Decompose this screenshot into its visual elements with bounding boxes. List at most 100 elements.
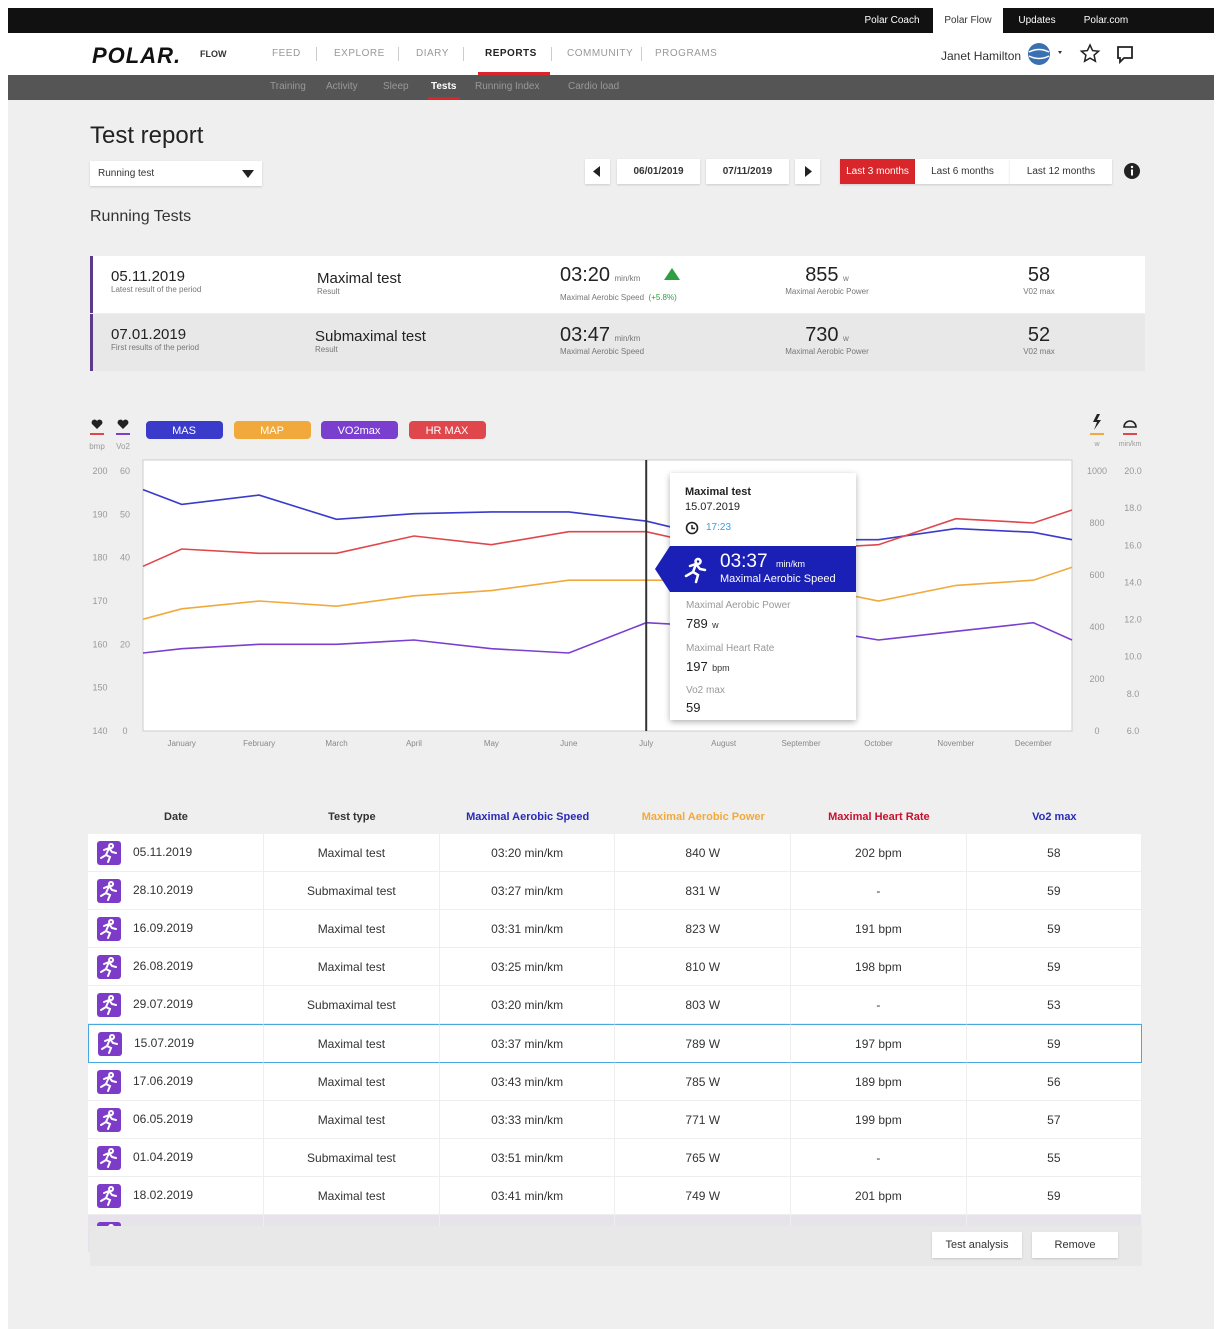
series-toggle[interactable] — [146, 421, 223, 439]
star-icon[interactable] — [1079, 43, 1101, 63]
range-button[interactable]: Last 12 months — [1010, 159, 1112, 184]
next-arrow — [805, 166, 812, 177]
nav-item[interactable]: PROGRAMS — [655, 48, 718, 59]
cell-text: 05.11.2019 — [133, 844, 193, 859]
top-link[interactable]: Updates — [1018, 15, 1056, 26]
tooltip-hr: 197 — [686, 659, 708, 674]
summary-power-label: Maximal Aerobic Power — [785, 347, 869, 356]
test-analysis-button[interactable]: Test analysis — [932, 1232, 1022, 1258]
tooltip-vo2: 59 — [686, 700, 701, 715]
sub-nav: Training Activity Sleep Tests Running In… — [8, 75, 1214, 100]
y-tick-label: 6.0 — [1127, 726, 1140, 736]
cell-text: 59 — [1047, 959, 1061, 974]
tooltip: Maximal test 15.07.2019 17:23 03:37 min/… — [655, 473, 856, 720]
caret[interactable] — [1058, 51, 1062, 54]
summary-power: 855 — [805, 264, 839, 286]
table-row[interactable]: 28.10.2019 Submaximal test 03:27 min/km 831… — [88, 872, 1142, 910]
test-select[interactable]: Running test — [90, 161, 262, 186]
y-tick-label: 180 — [92, 553, 107, 563]
summary-test-note: Result — [317, 287, 340, 296]
cell-text: 06.05.2019 — [133, 1111, 194, 1126]
table-row[interactable]: 06.05.2019 Maximal test 03:33 min/km 771 W 1… — [88, 1101, 1142, 1139]
x-tick-label: August — [711, 739, 737, 748]
cell-text: Maximal test — [317, 1112, 386, 1127]
x-tick-label: April — [406, 739, 422, 748]
cell-text: 789 W — [685, 1036, 721, 1051]
sub-nav-item[interactable]: Cardio load — [568, 81, 620, 92]
table-cell: 201 bpm — [791, 1177, 967, 1215]
table-cell: - — [791, 1139, 967, 1177]
message-icon[interactable] — [1117, 46, 1133, 65]
table-row[interactable]: 16.09.2019 Maximal test 03:31 min/km 823 W 1… — [88, 910, 1142, 948]
series-toggle[interactable] — [321, 421, 398, 439]
summary-speed-unit: min/km — [614, 334, 641, 343]
sub-nav-item[interactable]: Training — [270, 81, 306, 92]
sub-nav-item[interactable]: Running Index — [475, 81, 540, 92]
sub-nav-item[interactable]: Tests — [431, 81, 457, 92]
nav-item[interactable]: REPORTS — [485, 48, 537, 59]
prev-button[interactable] — [585, 159, 610, 184]
tooltip-date: 15.07.2019 — [685, 501, 741, 513]
nav-item[interactable]: FEED — [272, 48, 301, 59]
table-row[interactable]: 15.07.2019 Maximal test 03:37 min/km 789 W 1… — [88, 1024, 1142, 1063]
summary-speed: 03:20 — [560, 264, 611, 286]
table-cell: 789 W — [615, 1024, 792, 1063]
top-link[interactable]: Polar Flow — [933, 8, 1003, 33]
chart: 1401501601701801902000204050600200400600… — [89, 414, 1142, 748]
avatar[interactable] — [1028, 43, 1050, 65]
cell-text: 18.02.2019 — [133, 1187, 194, 1202]
tooltip-power-label: Maximal Aerobic Power — [686, 600, 791, 611]
table-row[interactable]: 18.02.2019 Maximal test 03:41 min/km 749 W 2… — [88, 1177, 1142, 1215]
cell-text: Maximal test — [317, 1188, 386, 1203]
cell-text: 03:33 min/km — [491, 1112, 564, 1127]
user-name[interactable]: Janet Hamilton — [941, 49, 1022, 63]
column-header: Vo2 max — [1032, 811, 1077, 823]
next-button[interactable] — [795, 159, 820, 184]
tooltip-speed-label: Maximal Aerobic Speed — [720, 573, 836, 585]
series-toggle[interactable] — [234, 421, 311, 439]
series-toggle[interactable] — [409, 421, 486, 439]
table-cell: 03:31 min/km — [439, 910, 616, 948]
date-to[interactable]: 07/11/2019 — [706, 159, 789, 184]
clock-icon — [685, 521, 699, 535]
nav-item[interactable]: DIARY — [416, 48, 449, 59]
remove-button[interactable]: Remove — [1032, 1232, 1118, 1258]
sub-nav-item[interactable]: Activity — [326, 81, 358, 92]
top-link[interactable]: Polar Coach — [864, 15, 920, 26]
logo[interactable]: POLAR. — [92, 43, 182, 68]
table-cell: Maximal test — [263, 910, 440, 948]
range-button[interactable]: Last 6 months — [915, 159, 1010, 184]
nav-item[interactable]: EXPLORE — [334, 48, 385, 59]
table-row[interactable]: 29.07.2019 Submaximal test 03:20 min/km 803… — [88, 986, 1142, 1024]
nav-item[interactable]: COMMUNITY — [567, 48, 634, 59]
table-cell: 03:20 min/km — [439, 834, 616, 872]
cell-text: 189 bpm — [855, 1074, 902, 1089]
table-row[interactable]: 26.08.2019 Maximal test 03:25 min/km 810 W 1… — [88, 948, 1142, 986]
summary-power: 730 — [805, 324, 839, 346]
table-cell: 765 W — [615, 1139, 792, 1177]
run-icon — [97, 1183, 121, 1208]
avatar-globe — [1028, 48, 1050, 60]
y-tick-label: 140 — [92, 726, 107, 736]
run-icon — [97, 916, 121, 941]
summary-test: Maximal test — [317, 270, 402, 287]
y-tick-label: 150 — [92, 683, 107, 693]
top-link[interactable]: Polar.com — [1083, 15, 1129, 26]
plot-area — [142, 459, 1073, 732]
tooltip-power-unit: w — [712, 620, 719, 630]
summary-power-label: Maximal Aerobic Power — [785, 287, 869, 296]
separator — [641, 47, 642, 61]
table-row[interactable]: 01.04.2019 Submaximal test 03:51 min/km 765… — [88, 1139, 1142, 1177]
cell-text: 197 bpm — [855, 1036, 902, 1051]
heart-icon — [91, 419, 103, 429]
range-button[interactable]: Last 3 months — [840, 159, 915, 184]
info-icon[interactable] — [1122, 161, 1142, 181]
cell-text: 03:51 min/km — [491, 1150, 564, 1165]
x-tick-label: February — [243, 739, 275, 748]
date-from[interactable]: 06/01/2019 — [617, 159, 700, 184]
cell-text: 01.04.2019 — [133, 1149, 194, 1164]
sub-nav-item[interactable]: Sleep — [383, 81, 409, 92]
table-row[interactable]: 17.06.2019 Maximal test 03:43 min/km 785 W 1… — [88, 1063, 1142, 1101]
table-cell: Submaximal test — [263, 872, 440, 910]
table-row[interactable]: 05.11.2019 Maximal test 03:20 min/km 840 W 2… — [88, 834, 1142, 872]
